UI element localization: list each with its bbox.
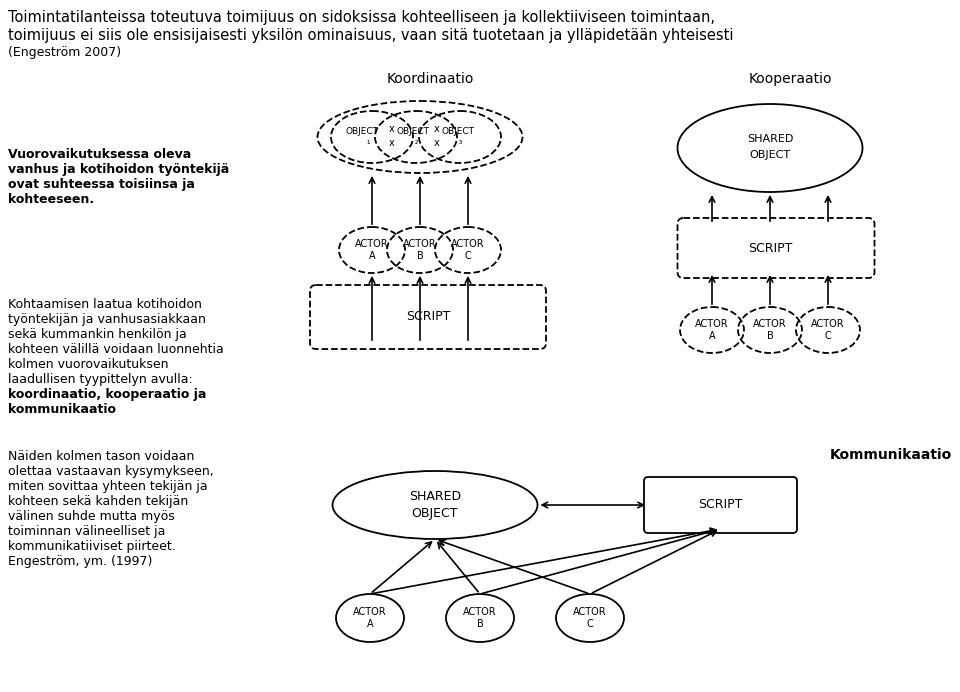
Text: OBJECT: OBJECT <box>442 127 474 136</box>
Text: x: x <box>434 138 440 148</box>
Text: miten sovittaa yhteen tekijän ja: miten sovittaa yhteen tekijän ja <box>8 480 207 493</box>
Text: ₂: ₂ <box>415 138 418 147</box>
Text: x: x <box>389 124 395 134</box>
Text: työntekijän ja vanhusasiakkaan: työntekijän ja vanhusasiakkaan <box>8 313 205 326</box>
Text: A: A <box>369 251 375 261</box>
Text: toiminnan välineelliset ja: toiminnan välineelliset ja <box>8 525 165 538</box>
Text: ACTOR: ACTOR <box>695 319 729 329</box>
Text: laadullisen tyypittelyn avulla:: laadullisen tyypittelyn avulla: <box>8 373 193 386</box>
Text: Kommunikaatio: Kommunikaatio <box>830 448 952 462</box>
Text: koordinaatio, kooperaatio ja: koordinaatio, kooperaatio ja <box>8 388 206 401</box>
Text: kohteen sekä kahden tekijän: kohteen sekä kahden tekijän <box>8 495 188 508</box>
Text: SCRIPT: SCRIPT <box>698 498 743 511</box>
Text: OBJECT: OBJECT <box>412 507 458 520</box>
Text: OBJECT: OBJECT <box>396 127 429 136</box>
Text: B: B <box>767 331 774 341</box>
Text: ACTOR: ACTOR <box>754 319 787 329</box>
Text: kolmen vuorovaikutuksen: kolmen vuorovaikutuksen <box>8 358 169 371</box>
Text: SHARED: SHARED <box>409 489 461 502</box>
Text: vanhus ja kotihoidon työntekijä: vanhus ja kotihoidon työntekijä <box>8 163 229 176</box>
Text: B: B <box>476 619 484 629</box>
Text: OBJECT: OBJECT <box>346 127 378 136</box>
Text: kohteeseen.: kohteeseen. <box>8 193 94 206</box>
Text: ACTOR: ACTOR <box>353 607 387 617</box>
Text: ACTOR: ACTOR <box>573 607 607 617</box>
Text: Kooperaatio: Kooperaatio <box>748 72 831 86</box>
Text: kommunikatiiviset piirteet.: kommunikatiiviset piirteet. <box>8 540 176 553</box>
Text: välinen suhde mutta myös: välinen suhde mutta myös <box>8 510 175 523</box>
Text: C: C <box>825 331 831 341</box>
Text: ovat suhteessa toisiinsa ja: ovat suhteessa toisiinsa ja <box>8 178 195 191</box>
Text: ACTOR: ACTOR <box>463 607 497 617</box>
Text: SHARED: SHARED <box>747 134 793 144</box>
Text: kohteen välillä voidaan luonnehtia: kohteen välillä voidaan luonnehtia <box>8 343 224 356</box>
Text: A: A <box>708 331 715 341</box>
Text: olettaa vastaavan kysymykseen,: olettaa vastaavan kysymykseen, <box>8 465 214 478</box>
Text: OBJECT: OBJECT <box>750 150 791 160</box>
Text: x: x <box>389 138 395 148</box>
Text: Kohtaamisen laatua kotihoidon: Kohtaamisen laatua kotihoidon <box>8 298 202 311</box>
Text: ₃: ₃ <box>458 138 462 147</box>
Text: x: x <box>434 124 440 134</box>
Text: toimijuus ei siis ole ensisijaisesti yksilön ominaisuus, vaan sitä tuotetaan ja : toimijuus ei siis ole ensisijaisesti yks… <box>8 28 733 43</box>
Text: ACTOR: ACTOR <box>403 239 437 249</box>
Text: ACTOR: ACTOR <box>811 319 845 329</box>
Text: Näiden kolmen tason voidaan: Näiden kolmen tason voidaan <box>8 450 194 463</box>
Text: Engeström, ym. (1997): Engeström, ym. (1997) <box>8 555 153 568</box>
Text: sekä kummankin henkilön ja: sekä kummankin henkilön ja <box>8 328 187 341</box>
Text: C: C <box>465 251 471 261</box>
Text: B: B <box>417 251 423 261</box>
Text: kommunikaatio: kommunikaatio <box>8 403 116 416</box>
Text: SCRIPT: SCRIPT <box>406 311 450 323</box>
Text: ACTOR: ACTOR <box>355 239 389 249</box>
Text: SCRIPT: SCRIPT <box>748 242 792 255</box>
Text: C: C <box>587 619 593 629</box>
Text: ACTOR: ACTOR <box>451 239 485 249</box>
Text: Koordinaatio: Koordinaatio <box>386 72 473 86</box>
Text: Vuorovaikutuksessa oleva: Vuorovaikutuksessa oleva <box>8 148 191 161</box>
Text: ₁: ₁ <box>367 138 370 147</box>
Text: Toimintatilanteissa toteutuva toimijuus on sidoksissa kohteelliseen ja kollektii: Toimintatilanteissa toteutuva toimijuus … <box>8 10 715 25</box>
Text: A: A <box>367 619 373 629</box>
Text: (Engeström 2007): (Engeström 2007) <box>8 46 121 59</box>
